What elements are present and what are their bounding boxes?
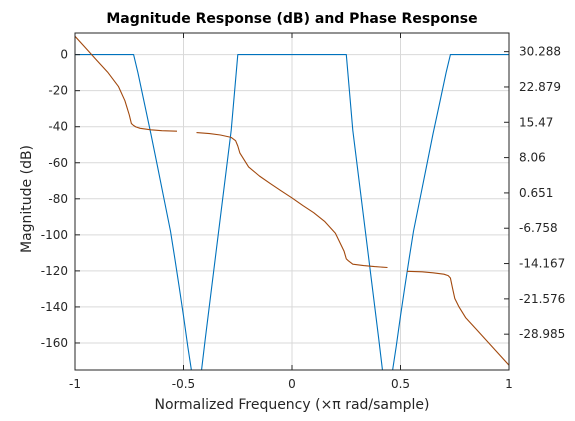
tick-labels: -1 -0.5 0 0.5 1 0 -20 -40 -60 -80 -100 -120 -140 -160… — [41, 45, 566, 391]
right-y-tick-label: 8.06 — [519, 151, 546, 165]
right-y-tick-label: 0.651 — [519, 186, 553, 200]
phase-line-segment — [406, 270, 509, 366]
phase-line-segment — [196, 132, 388, 269]
y-tick-label: -100 — [41, 228, 68, 242]
right-y-tick-label: -6.758 — [519, 221, 558, 235]
plot-area — [75, 35, 509, 370]
y-tick-label: 0 — [60, 48, 68, 62]
y-tick-label: -140 — [41, 300, 68, 314]
phase-line-segment — [75, 35, 178, 132]
x-axis-label: Normalized Frequency (×π rad/sample) — [155, 397, 430, 413]
y-tick-label: -80 — [48, 192, 68, 206]
right-y-tick-label: -14.167 — [519, 257, 565, 271]
right-y-tick-label: -28.985 — [519, 327, 565, 341]
x-tick-label: -1 — [69, 377, 81, 391]
y-tick-label: -60 — [48, 156, 68, 170]
y-tick-label: -40 — [48, 120, 68, 134]
y-tick-label: -120 — [41, 264, 68, 278]
right-y-tick-label: 15.47 — [519, 115, 553, 129]
x-tick-label: -0.5 — [172, 377, 195, 391]
chart-title: Magnitude Response (dB) and Phase Respon… — [106, 11, 477, 27]
x-tick-label: 1 — [505, 377, 513, 391]
right-y-tick-label: 22.879 — [519, 80, 561, 94]
y-axis-label: Magnitude (dB) — [19, 145, 35, 253]
right-y-tick-label: -21.576 — [519, 292, 565, 306]
x-tick-label: 0 — [288, 377, 296, 391]
y-tick-label: -20 — [48, 84, 68, 98]
x-tick-label: 0.5 — [391, 377, 410, 391]
axes — [74, 32, 510, 371]
magnitude-line — [75, 54, 509, 370]
y-tick-label: -160 — [41, 336, 68, 350]
right-y-tick-label: 30.288 — [519, 45, 561, 59]
